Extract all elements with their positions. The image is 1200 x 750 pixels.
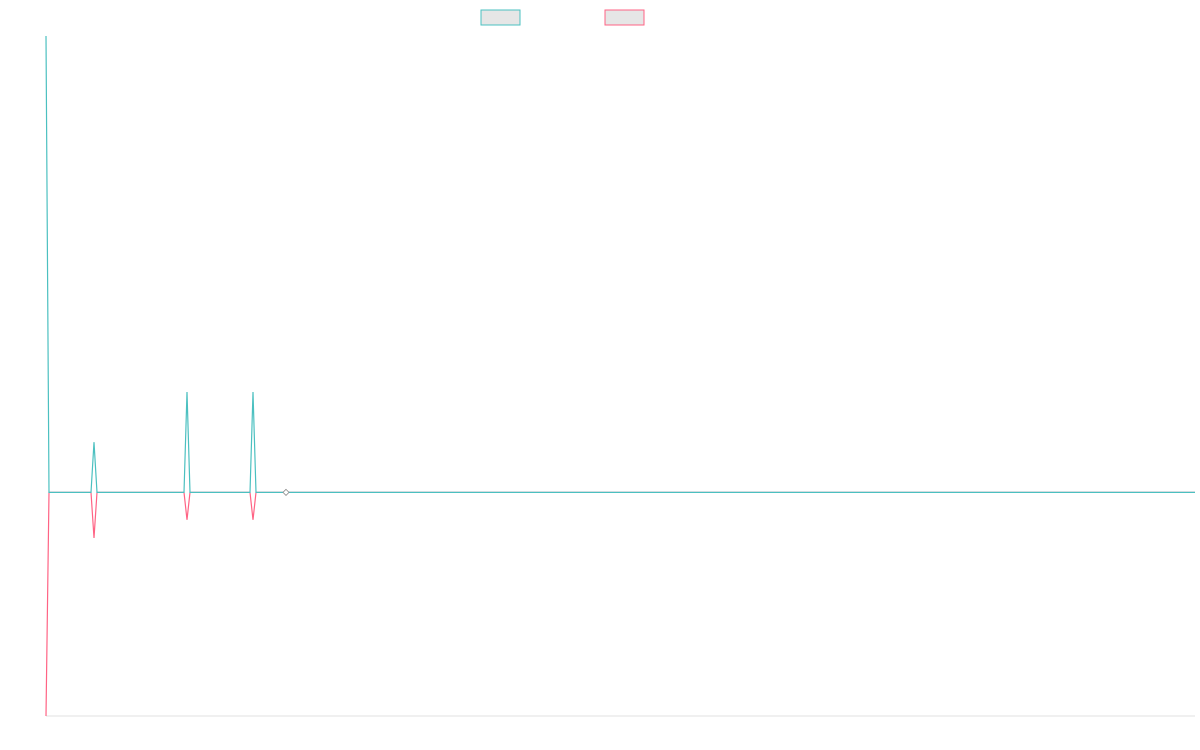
point-marker <box>282 488 290 496</box>
legend-swatch <box>604 9 645 26</box>
legend-swatch <box>480 9 521 26</box>
series-line <box>45 35 1195 493</box>
series-line <box>45 491 1195 717</box>
